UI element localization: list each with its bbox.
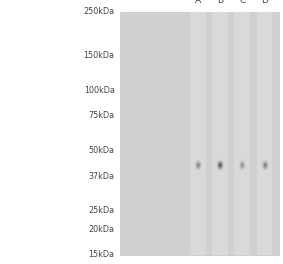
Bar <box>257 12 273 255</box>
Text: 50kDa: 50kDa <box>89 146 115 155</box>
Text: C: C <box>239 0 245 5</box>
Text: B: B <box>217 0 223 5</box>
Text: 37kDa: 37kDa <box>89 172 115 181</box>
Text: 20kDa: 20kDa <box>89 225 115 234</box>
Bar <box>120 12 279 255</box>
Text: 75kDa: 75kDa <box>89 111 115 120</box>
Text: D: D <box>261 0 268 5</box>
Bar <box>212 12 228 255</box>
Text: 15kDa: 15kDa <box>89 250 115 259</box>
Text: 150kDa: 150kDa <box>83 51 115 60</box>
Text: A: A <box>195 0 201 5</box>
Text: 25kDa: 25kDa <box>89 206 115 215</box>
Bar <box>234 12 250 255</box>
Text: 100kDa: 100kDa <box>84 87 115 96</box>
Bar <box>190 12 206 255</box>
Text: 250kDa: 250kDa <box>83 7 115 16</box>
